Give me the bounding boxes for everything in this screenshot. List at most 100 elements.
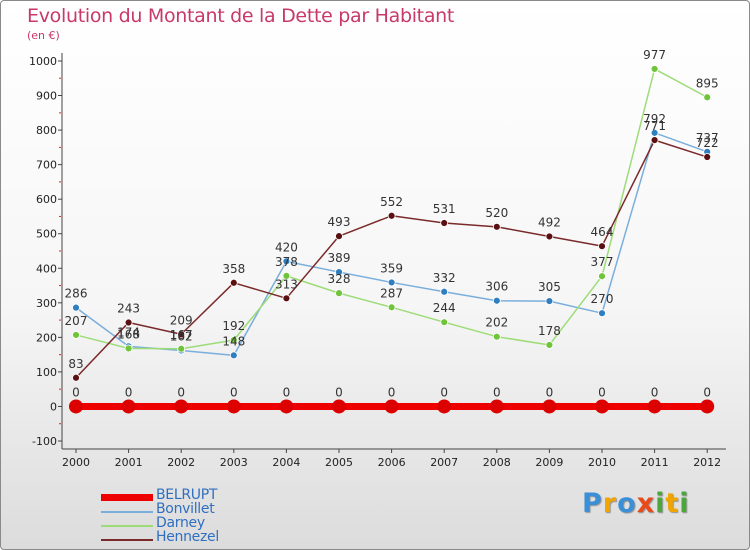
data-point — [226, 399, 241, 414]
data-point — [384, 399, 399, 414]
x-tick-label: 2009 — [535, 456, 563, 469]
x-tick-label: 2001 — [115, 456, 143, 469]
chart-unit: (en €) — [27, 29, 60, 42]
data-label: 286 — [65, 287, 88, 301]
data-point — [440, 318, 449, 327]
data-label: 148 — [222, 334, 245, 348]
data-point — [440, 219, 449, 227]
x-tick-label: 2010 — [588, 456, 616, 469]
data-label: 493 — [328, 215, 351, 229]
data-label: 0 — [388, 385, 396, 399]
data-label: 0 — [335, 385, 343, 399]
data-point — [703, 93, 712, 102]
data-point — [595, 399, 609, 414]
data-point — [174, 399, 189, 414]
x-tick-label: 2012 — [693, 456, 721, 469]
data-label: 287 — [380, 286, 403, 300]
y-tick-label: 100 — [36, 366, 57, 379]
x-tick-label: 2003 — [220, 456, 248, 469]
data-label: 305 — [538, 280, 561, 294]
data-point — [72, 303, 80, 312]
data-point — [598, 309, 606, 318]
legend-label: Darney — [156, 515, 205, 531]
data-point — [387, 303, 396, 312]
x-tick-label: 2006 — [378, 456, 406, 469]
data-point — [492, 222, 501, 231]
data-label: 0 — [230, 385, 238, 399]
data-point — [177, 330, 186, 339]
data-point — [650, 65, 659, 73]
legend-label: BELRUPT — [156, 487, 218, 503]
data-label: 83 — [68, 357, 83, 371]
x-tick-label: 2002 — [167, 456, 195, 469]
data-point — [598, 242, 606, 251]
logo-letter: i — [655, 488, 666, 519]
data-label: 359 — [380, 261, 403, 275]
legend-swatch — [101, 511, 153, 513]
data-label: 771 — [643, 119, 666, 133]
data-label: 492 — [538, 215, 561, 229]
data-label: 178 — [538, 324, 561, 338]
data-point — [72, 373, 80, 382]
data-point — [703, 153, 712, 161]
data-label: 0 — [440, 385, 448, 399]
data-label: 313 — [275, 277, 298, 291]
data-point — [229, 278, 238, 287]
data-label: 0 — [598, 385, 606, 399]
y-tick-label: -100 — [32, 435, 57, 448]
y-tick-label: 800 — [36, 124, 57, 137]
data-point — [437, 399, 452, 414]
data-label: 162 — [170, 329, 193, 343]
data-point — [545, 341, 554, 349]
data-label: 0 — [72, 385, 80, 399]
data-label: 306 — [485, 280, 508, 294]
x-tick-label: 2011 — [641, 456, 669, 469]
legend-label: Bonvillet — [156, 501, 215, 517]
data-label: 209 — [170, 313, 193, 327]
y-tick-label: 300 — [36, 297, 57, 310]
data-point — [387, 211, 396, 220]
data-label: 520 — [485, 206, 508, 220]
data-point — [332, 399, 346, 414]
data-point — [542, 399, 557, 414]
x-tick-label: 2005 — [325, 456, 353, 469]
data-point — [124, 344, 133, 353]
data-label: 332 — [433, 271, 456, 285]
data-label: 377 — [591, 255, 614, 269]
data-label: 0 — [283, 385, 291, 399]
data-label: 358 — [222, 262, 245, 276]
data-label: 270 — [591, 292, 614, 306]
data-point — [124, 318, 133, 327]
data-label: 167 — [170, 328, 193, 342]
data-label: 0 — [125, 385, 133, 399]
data-point — [335, 268, 343, 276]
data-point — [282, 294, 291, 303]
proxiti-logo: Proxiti — [582, 488, 690, 519]
data-label: 243 — [117, 302, 140, 316]
logo-letter: P — [582, 488, 603, 519]
data-label: 0 — [177, 385, 185, 399]
data-point — [229, 351, 238, 360]
legend-swatch — [101, 494, 153, 501]
data-point — [489, 399, 504, 414]
x-tick-label: 2000 — [62, 456, 90, 469]
data-point — [282, 271, 291, 280]
logo-letter: t — [665, 488, 680, 519]
data-point — [279, 399, 294, 414]
y-tick-label: 900 — [36, 90, 57, 103]
data-point — [229, 336, 238, 345]
data-label: 0 — [546, 385, 554, 399]
data-label: 531 — [433, 202, 456, 216]
y-tick-label: 200 — [36, 331, 57, 344]
data-label: 389 — [328, 251, 351, 265]
data-point — [69, 399, 83, 414]
data-label: 0 — [703, 385, 711, 399]
legend-swatch — [101, 525, 153, 527]
data-label: 737 — [696, 131, 719, 145]
data-point — [700, 399, 715, 414]
data-label: 722 — [696, 136, 719, 150]
data-label: 168 — [117, 327, 140, 341]
data-point — [282, 257, 291, 266]
